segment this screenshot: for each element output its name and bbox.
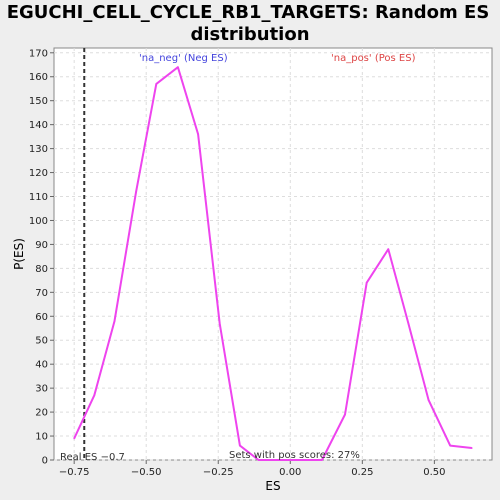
data-point bbox=[257, 459, 260, 461]
y-tick-label: 50 bbox=[35, 336, 48, 347]
plot-area bbox=[53, 47, 493, 461]
y-tick-label: 140 bbox=[29, 120, 48, 131]
y-tick-label: 120 bbox=[29, 168, 48, 179]
data-point bbox=[197, 133, 199, 136]
pos-scores-text: Sets with pos scores: 27% bbox=[229, 450, 360, 461]
y-tick-label: 30 bbox=[35, 384, 48, 395]
data-point bbox=[427, 399, 430, 401]
data-point bbox=[73, 437, 75, 440]
data-point bbox=[135, 190, 137, 193]
x-tick-label: 0.00 bbox=[279, 467, 301, 478]
data-point bbox=[387, 248, 390, 251]
y-tick-label: 0 bbox=[42, 456, 48, 467]
y-tick-label: 20 bbox=[35, 408, 48, 419]
y-tick-label: 80 bbox=[35, 264, 48, 275]
es-density-line bbox=[73, 66, 472, 461]
data-point bbox=[93, 394, 96, 397]
data-points bbox=[73, 66, 473, 461]
y-tick-label: 70 bbox=[35, 288, 48, 299]
y-tick-label: 170 bbox=[29, 48, 48, 59]
y-tick-label: 40 bbox=[35, 360, 48, 371]
data-point bbox=[218, 322, 221, 325]
x-tick-label: −0.50 bbox=[131, 467, 162, 478]
pos-es-label: 'na_pos' (Pos ES) bbox=[331, 53, 416, 64]
x-tick-label: −0.75 bbox=[59, 467, 90, 478]
data-point bbox=[449, 444, 452, 447]
data-point bbox=[407, 322, 410, 325]
grid-lines bbox=[54, 48, 492, 461]
data-point bbox=[365, 281, 368, 284]
data-point bbox=[277, 459, 280, 461]
y-tick-label: 90 bbox=[35, 240, 48, 251]
x-tick-label: 0.25 bbox=[351, 467, 373, 478]
chart-title-line1: EGUCHI_CELL_CYCLE_RB1_TARGETS: Random ES bbox=[7, 2, 490, 23]
real-es-text: Real ES −0.7 bbox=[60, 452, 125, 463]
x-axis-label: ES bbox=[265, 479, 280, 493]
data-point bbox=[177, 66, 179, 68]
y-tick-label: 110 bbox=[29, 192, 48, 203]
data-point bbox=[471, 447, 473, 449]
y-tick-label: 100 bbox=[29, 216, 48, 227]
data-point bbox=[155, 83, 158, 85]
y-tick-label: 130 bbox=[29, 144, 48, 155]
data-point bbox=[239, 444, 241, 447]
y-tick-label: 150 bbox=[29, 96, 48, 107]
x-tick-label: −0.25 bbox=[203, 467, 234, 478]
y-tick-label: 10 bbox=[35, 432, 48, 443]
neg-es-label: 'na_neg' (Neg ES) bbox=[139, 53, 228, 64]
x-tick-label: 0.50 bbox=[423, 467, 445, 478]
y-tick-label: 160 bbox=[29, 72, 48, 83]
y-axis-label: P(ES) bbox=[12, 238, 26, 270]
axis-ticks: 0 10 20 30 40 50 60 70 80 90 100 110 120 130 140 150 160… bbox=[29, 48, 446, 478]
chart-title-line2: distribution bbox=[190, 24, 309, 45]
data-point bbox=[113, 320, 116, 322]
data-point bbox=[301, 459, 303, 461]
y-tick-label: 60 bbox=[35, 312, 48, 323]
data-point bbox=[321, 459, 323, 461]
data-point bbox=[344, 413, 346, 416]
